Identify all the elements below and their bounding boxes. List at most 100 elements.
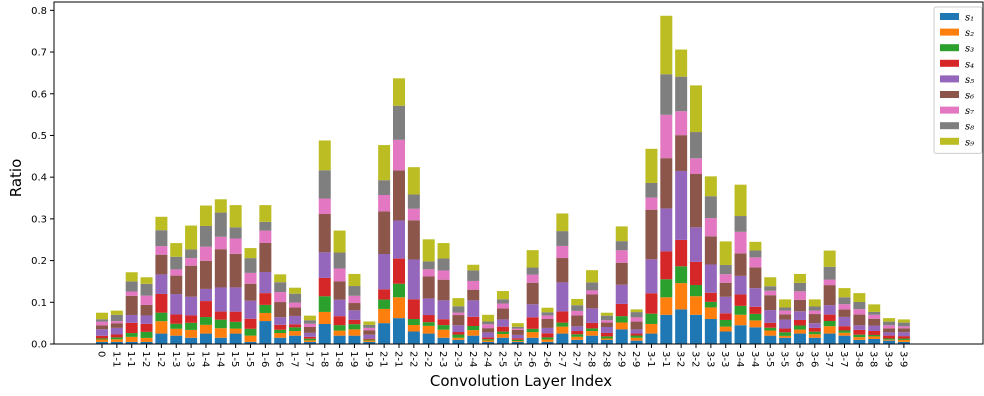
bar-s5-0 xyxy=(96,329,108,336)
bar-s6-45 xyxy=(764,295,777,311)
bar-s4-28 xyxy=(511,338,524,340)
bar-s2-18 xyxy=(363,340,376,342)
bar-s9-42 xyxy=(719,241,732,265)
bar-s8-43 xyxy=(734,216,747,232)
bar-s9-54 xyxy=(897,319,910,323)
bar-s2-1 xyxy=(110,339,123,342)
bar-s6-44 xyxy=(749,267,762,289)
bar-s6-17 xyxy=(348,303,361,311)
bar-s2-31 xyxy=(556,326,569,334)
bar-s4-19 xyxy=(378,289,391,300)
bar-s2-17 xyxy=(348,329,361,336)
x-tick-label: 1-5 xyxy=(244,351,255,367)
bar-s5-51 xyxy=(853,325,866,330)
bar-s9-16 xyxy=(333,230,346,253)
x-tick-label: 2-1 xyxy=(378,351,389,367)
bar-s4-10 xyxy=(244,318,257,329)
bar-s8-47 xyxy=(793,282,806,292)
bar-s6-28 xyxy=(511,329,524,335)
bar-s4-43 xyxy=(734,294,747,306)
bar-s5-33 xyxy=(586,308,599,323)
bar-s8-22 xyxy=(422,261,435,270)
bar-s9-18 xyxy=(363,321,376,325)
bar-s8-1 xyxy=(110,314,123,322)
bar-s2-42 xyxy=(719,326,732,332)
bar-s4-52 xyxy=(868,330,881,335)
bar-s9-38 xyxy=(660,15,673,75)
bar-s1-45 xyxy=(764,335,777,344)
bar-s5-2 xyxy=(125,314,138,323)
bar-s2-16 xyxy=(333,330,346,336)
bar-s4-3 xyxy=(140,323,153,332)
bar-s5-31 xyxy=(556,282,569,312)
bar-s5-35 xyxy=(615,284,628,304)
bar-s8-49 xyxy=(823,266,836,280)
bar-s7-35 xyxy=(615,250,628,263)
bar-s5-25 xyxy=(467,300,480,317)
bar-s9-47 xyxy=(793,273,806,283)
bar-s6-1 xyxy=(110,323,123,328)
bar-s1-51 xyxy=(853,339,866,344)
bar-s7-16 xyxy=(333,268,346,282)
bar-s2-35 xyxy=(615,322,628,330)
bar-s6-27 xyxy=(496,308,509,320)
legend-swatch-s1 xyxy=(940,13,959,20)
bar-s1-14 xyxy=(303,341,316,344)
bar-s5-23 xyxy=(437,300,450,320)
y-tick-label: 0.4 xyxy=(31,173,47,184)
bar-s5-6 xyxy=(185,296,198,316)
bar-s2-4 xyxy=(155,321,168,334)
bar-s8-48 xyxy=(808,306,821,311)
x-tick-label: 2-6 xyxy=(541,351,552,367)
bar-s4-18 xyxy=(363,338,376,340)
bar-s9-53 xyxy=(883,318,896,322)
x-tick-label: 3-2 xyxy=(675,351,686,367)
x-tick-label: 1-9 xyxy=(363,351,374,367)
bar-s6-47 xyxy=(793,299,806,312)
bar-s1-40 xyxy=(690,314,702,344)
bar-s7-26 xyxy=(482,324,495,329)
bar-s3-33 xyxy=(586,328,599,332)
bar-s1-30 xyxy=(541,341,554,344)
bar-s7-42 xyxy=(719,274,732,283)
bar-s2-25 xyxy=(467,330,480,336)
bar-s5-14 xyxy=(303,332,316,337)
bar-s4-24 xyxy=(452,332,465,335)
bar-s2-46 xyxy=(779,335,792,338)
bar-s6-6 xyxy=(185,265,198,297)
bar-s6-23 xyxy=(437,279,450,301)
bar-s3-15 xyxy=(318,296,331,312)
bar-s7-2 xyxy=(125,291,138,296)
bar-s1-35 xyxy=(615,329,628,344)
x-tick-label: 1-2 xyxy=(140,351,151,367)
bar-s9-49 xyxy=(823,250,836,267)
bar-s4-0 xyxy=(96,335,108,339)
bar-s5-24 xyxy=(452,325,465,333)
bar-s2-29 xyxy=(526,332,539,338)
bar-s2-12 xyxy=(274,333,287,338)
bar-s3-16 xyxy=(333,325,346,331)
bar-s8-41 xyxy=(704,196,717,219)
bar-s7-30 xyxy=(541,315,554,319)
bar-s5-8 xyxy=(214,287,227,312)
bar-s7-40 xyxy=(690,158,702,175)
x-tick-label: 1-7 xyxy=(303,351,314,367)
bar-s2-3 xyxy=(140,337,153,342)
bar-s4-11 xyxy=(259,293,272,305)
legend-swatch-s2 xyxy=(940,28,959,36)
x-tick-label: 2-7 xyxy=(556,351,567,367)
bar-s9-28 xyxy=(511,323,524,327)
bar-s8-10 xyxy=(244,258,257,273)
bar-s7-4 xyxy=(155,246,168,255)
bar-s3-51 xyxy=(853,334,866,338)
bar-s2-32 xyxy=(571,336,584,340)
bar-s3-47 xyxy=(793,325,806,330)
bar-s2-21 xyxy=(407,325,420,332)
bar-s1-33 xyxy=(586,335,599,344)
bar-s3-10 xyxy=(244,328,257,336)
bar-s5-34 xyxy=(600,326,613,333)
legend-swatch-s3 xyxy=(940,44,959,52)
bar-s5-16 xyxy=(333,299,346,317)
bar-s3-28 xyxy=(511,339,524,342)
